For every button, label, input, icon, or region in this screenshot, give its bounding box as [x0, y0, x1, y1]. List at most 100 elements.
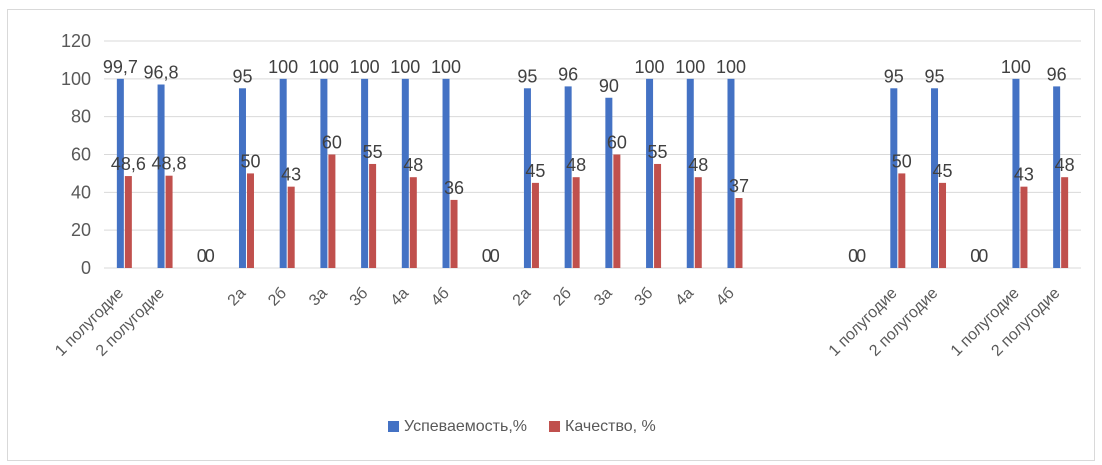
- bar: [890, 88, 898, 269]
- bar: [328, 154, 336, 268]
- y-tick-label: 0: [81, 258, 91, 278]
- data-label: 99,7: [103, 57, 138, 77]
- bar: [1053, 86, 1061, 269]
- bar: [686, 78, 694, 268]
- data-label: 37: [729, 176, 749, 196]
- data-label: 100: [390, 57, 420, 77]
- bar: [898, 173, 906, 268]
- y-tick-label: 80: [71, 107, 91, 127]
- data-label: 48: [403, 155, 423, 175]
- data-label: 43: [1014, 165, 1034, 185]
- legend-swatch: [388, 421, 399, 432]
- data-label: 48,6: [111, 154, 146, 174]
- data-label: 0: [970, 246, 980, 266]
- x-tick-label: 4б: [713, 285, 738, 310]
- data-label: 0: [978, 246, 988, 266]
- bar: [646, 78, 654, 268]
- x-tick-label: 3а: [306, 285, 331, 310]
- data-label: 95: [925, 66, 945, 86]
- data-label: 100: [268, 57, 298, 77]
- bar: [564, 86, 572, 269]
- data-label: 96: [1047, 64, 1067, 84]
- bar: [572, 177, 580, 268]
- data-label: 50: [240, 151, 260, 171]
- bar: [1020, 186, 1028, 268]
- x-tick-label: 4б: [428, 285, 453, 310]
- x-tick-label: 4а: [672, 285, 697, 310]
- data-label: 0: [205, 246, 215, 266]
- data-label: 90: [599, 76, 619, 96]
- bar: [613, 154, 621, 268]
- x-tick-label: 2а: [225, 285, 250, 310]
- data-label: 36: [444, 178, 464, 198]
- bar: [939, 182, 947, 268]
- bar: [401, 78, 409, 268]
- y-tick-label: 100: [61, 69, 91, 89]
- bar: [605, 97, 613, 268]
- bar: [450, 199, 458, 268]
- data-label: 96,8: [144, 63, 179, 83]
- data-label: 0: [848, 246, 858, 266]
- data-label: 48: [566, 155, 586, 175]
- data-label: 0: [197, 246, 207, 266]
- data-label: 100: [431, 57, 461, 77]
- bar: [931, 88, 939, 269]
- bar-chart: 0 20 40 60 80 100 120 99,7 96,8 0 95 100 100 100 100 10…: [52, 31, 1081, 435]
- data-label: 45: [933, 161, 953, 181]
- data-label: 95: [884, 66, 904, 86]
- x-tick-label: 2б: [265, 285, 290, 310]
- bar: [654, 163, 662, 268]
- x-tick-label: 3б: [347, 285, 372, 310]
- bar: [442, 78, 450, 268]
- data-label: 0: [490, 246, 500, 266]
- bar: [157, 84, 165, 268]
- data-label: 60: [322, 133, 342, 153]
- data-label: 100: [675, 57, 705, 77]
- bar: [735, 198, 743, 268]
- legend-label: Успеваемость,%: [404, 418, 527, 435]
- data-label: 100: [350, 57, 380, 77]
- bar: [727, 78, 735, 268]
- data-label: 43: [281, 165, 301, 185]
- data-label: 48: [1055, 155, 1075, 175]
- bar: [409, 177, 417, 268]
- bar: [694, 177, 702, 268]
- bar: [116, 78, 124, 268]
- bar: [279, 78, 287, 268]
- data-label: 95: [517, 66, 537, 86]
- legend-swatch: [549, 421, 561, 432]
- bar: [369, 163, 377, 268]
- data-label: 55: [363, 142, 383, 162]
- data-label: 96: [558, 64, 578, 84]
- bar: [246, 173, 254, 268]
- bar: [320, 78, 328, 268]
- data-label: 0: [856, 246, 866, 266]
- data-label: 100: [309, 57, 339, 77]
- bar: [1061, 177, 1069, 268]
- x-tick-label: 2а: [510, 285, 535, 310]
- x-tick-label: 4а: [388, 285, 413, 310]
- bar: [523, 88, 531, 269]
- data-label: 100: [1001, 57, 1031, 77]
- y-tick-label: 20: [71, 220, 91, 240]
- bar: [165, 175, 173, 268]
- bar: [531, 182, 539, 268]
- bar: [1012, 78, 1020, 268]
- data-label: 60: [607, 133, 627, 153]
- y-tick-label: 60: [71, 145, 91, 165]
- data-label: 100: [635, 57, 665, 77]
- bar: [287, 186, 295, 268]
- bar: [124, 176, 132, 268]
- y-tick-label: 40: [71, 182, 91, 202]
- chart-container: 0 20 40 60 80 100 120 99,7 96,8 0 95 100 100 100 100 10…: [7, 9, 1095, 461]
- data-label: 48: [688, 155, 708, 175]
- x-tick-label: 3а: [591, 285, 616, 310]
- x-tick-label: 2б: [550, 285, 575, 310]
- data-label: 48,8: [152, 154, 187, 174]
- bar: [361, 78, 369, 268]
- legend-label: Качество, %: [565, 418, 656, 435]
- data-label: 55: [648, 142, 668, 162]
- data-label: 45: [525, 161, 545, 181]
- data-label: 50: [892, 151, 912, 171]
- y-tick-label: 120: [61, 31, 91, 51]
